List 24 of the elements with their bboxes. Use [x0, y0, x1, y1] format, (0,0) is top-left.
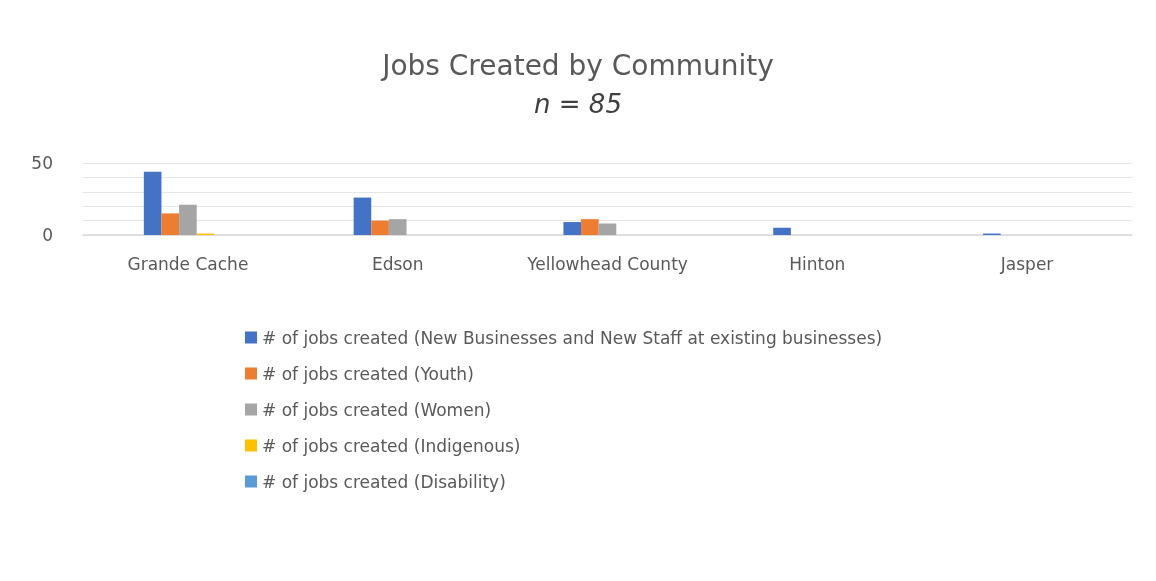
x-tick-label: Edson	[371, 253, 424, 274]
y-tick-label: 0	[42, 225, 53, 245]
y-tick-label: 50	[31, 153, 53, 173]
x-tick-label: Jasper	[999, 253, 1054, 274]
bar	[143, 171, 162, 235]
bar	[179, 204, 197, 235]
bar	[388, 219, 407, 235]
legend-label: # of jobs created (Youth)	[262, 363, 474, 384]
x-tick-label: Hinton	[789, 253, 846, 274]
legend-label: # of jobs created (Disability)	[262, 471, 506, 492]
x-tick-label: Yellowhead County	[526, 253, 688, 274]
bar	[581, 219, 599, 235]
legend-label: # of jobs created (Women)	[262, 399, 492, 420]
bar	[161, 213, 180, 235]
x-tick-label: Grande Cache	[127, 253, 249, 274]
chart-title: Jobs Created by Community	[380, 48, 774, 82]
bar	[598, 223, 617, 235]
bar	[371, 220, 389, 235]
legend-label: # of jobs created (Indigenous)	[262, 435, 521, 456]
chart-subtitle: n = 85	[534, 89, 622, 119]
legend-label: # of jobs created (New Businesses and New Staff at existing businesses)	[262, 327, 883, 348]
bar	[353, 197, 372, 235]
bar	[773, 227, 791, 235]
bar	[563, 222, 582, 235]
